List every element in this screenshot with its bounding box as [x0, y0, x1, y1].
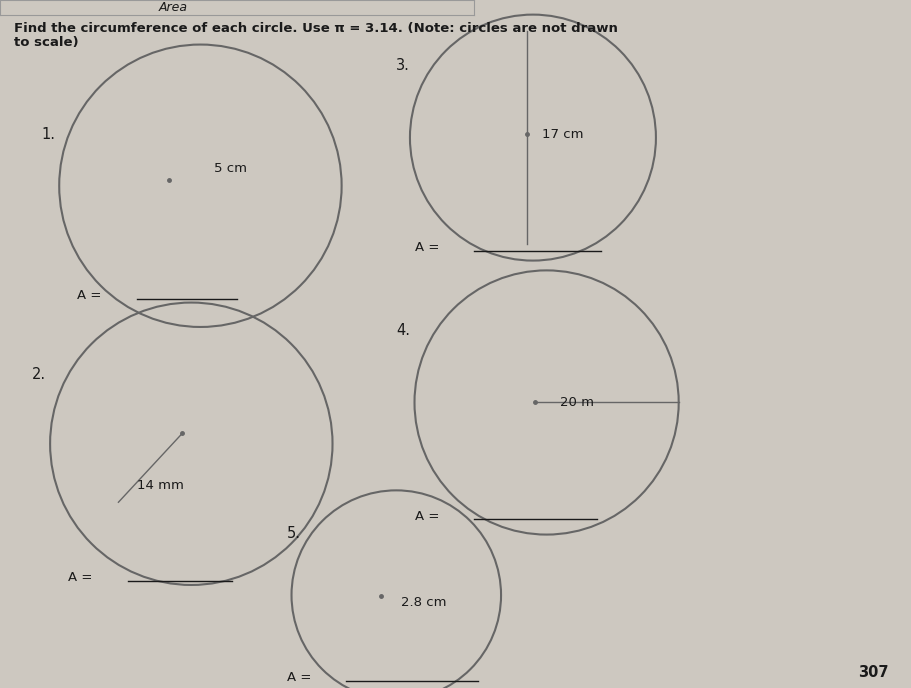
- Text: to scale): to scale): [14, 36, 78, 49]
- Text: 2.8 cm: 2.8 cm: [401, 596, 446, 608]
- Text: 2.: 2.: [32, 367, 46, 383]
- Text: 20 m: 20 m: [560, 396, 594, 409]
- Text: Area: Area: [159, 1, 188, 14]
- Text: 5.: 5.: [287, 526, 301, 541]
- Text: Find the circumference of each circle. Use π = 3.14. (Note: circles are not draw: Find the circumference of each circle. U…: [14, 23, 618, 35]
- Text: A =: A =: [415, 241, 443, 254]
- Text: A =: A =: [287, 671, 315, 684]
- Text: A =: A =: [77, 290, 106, 302]
- Text: A =: A =: [68, 572, 97, 584]
- Text: 4.: 4.: [396, 323, 410, 338]
- Text: A =: A =: [415, 510, 443, 522]
- Text: 14 mm: 14 mm: [137, 479, 183, 491]
- Text: 3.: 3.: [396, 58, 410, 73]
- Text: 307: 307: [858, 665, 888, 680]
- Text: 5 cm: 5 cm: [214, 162, 247, 175]
- Text: 17 cm: 17 cm: [542, 128, 584, 140]
- Text: 1.: 1.: [41, 127, 55, 142]
